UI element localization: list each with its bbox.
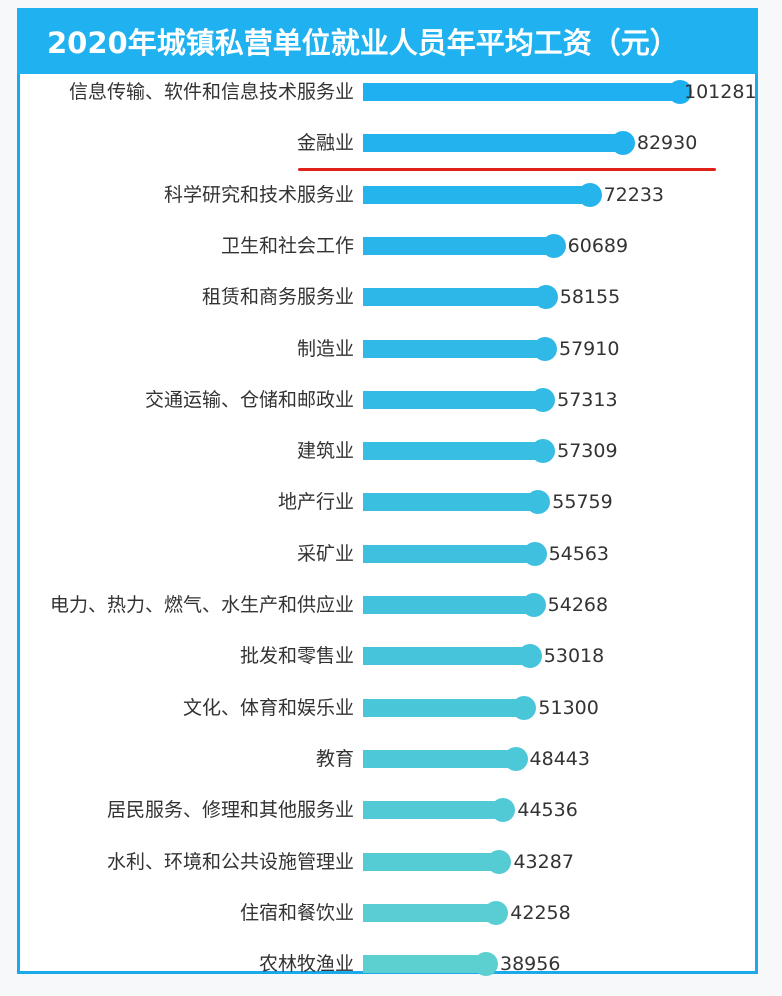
bar [363, 288, 546, 307]
bar-row: 卫生和社会工作 60689 [0, 231, 782, 261]
bar-end-dot [512, 695, 537, 720]
bar-end-dot [541, 233, 566, 258]
value-label: 57309 [557, 440, 618, 463]
bar-row: 采矿业 54563 [0, 539, 782, 569]
bar [363, 544, 535, 563]
bar-end-dot [487, 849, 512, 874]
value-label: 82930 [636, 132, 698, 155]
bar-row: 居民服务、修理和其他服务业 44536 [0, 795, 782, 825]
category-label: 居民服务、修理和其他服务业 [106, 799, 354, 822]
value-label: 55759 [552, 491, 613, 514]
value-label: 60689 [567, 234, 629, 257]
value-label: 57313 [557, 388, 618, 411]
bar-row: 批发和零售业 53018 [0, 641, 782, 671]
category-label: 批发和零售业 [239, 645, 354, 668]
bar-end-dot [533, 285, 558, 310]
bar [363, 647, 530, 666]
bar [363, 596, 534, 614]
bar-row: 文化、体育和娱乐业 51300 [0, 693, 782, 723]
bar [363, 442, 544, 461]
bar-row: 电力、热力、燃气、水生产和供应业 54268 [0, 590, 782, 620]
highlight-underline [298, 168, 716, 171]
value-label: 48443 [529, 747, 590, 770]
chart-title-text: 2020年城镇私营单位就业人员年平均工资（元） [47, 26, 679, 60]
bar [363, 749, 516, 768]
bar-end-dot [522, 541, 547, 566]
category-label: 电力、热力、燃气、水生产和供应业 [49, 594, 354, 616]
category-label: 交通运输、仓储和邮政业 [144, 388, 354, 411]
value-label: 101281 [684, 81, 757, 103]
category-label: 住宿和餐饮业 [239, 901, 354, 924]
chart-title: 2020年城镇私营单位就业人员年平均工资（元） [17, 8, 758, 74]
category-label: 水利、环境和公共设施管理业 [106, 850, 354, 873]
bar [363, 801, 504, 820]
value-label: 51300 [538, 696, 599, 719]
bar-end-dot [526, 490, 551, 515]
bar-row: 金融业 82930 [0, 128, 782, 158]
value-label: 58155 [559, 286, 621, 309]
bar-end-dot [531, 387, 556, 412]
bar [363, 83, 680, 101]
bar [363, 134, 623, 153]
bar [363, 236, 554, 255]
bar [363, 698, 525, 717]
bar-end-dot [484, 900, 509, 925]
bar-row: 制造业 57910 [0, 334, 782, 364]
category-label: 卫生和社会工作 [220, 234, 354, 257]
category-label: 农林牧渔业 [258, 953, 354, 976]
bar-row: 交通运输、仓储和邮政业 57313 [0, 385, 782, 415]
value-label: 57910 [558, 337, 620, 360]
bar-row: 信息传输、软件和信息技术服务业 101281 [0, 77, 782, 107]
category-label: 信息传输、软件和信息技术服务业 [68, 81, 354, 103]
bar-row: 地产行业 55759 [0, 487, 782, 517]
value-label: 42258 [510, 901, 571, 924]
bar [363, 903, 497, 922]
bar-end-dot [531, 439, 556, 464]
bar-row: 科学研究和技术服务业 72233 [0, 180, 782, 210]
value-label: 54563 [548, 542, 610, 565]
value-label: 53018 [543, 645, 605, 668]
bar-end-dot [521, 593, 546, 617]
bar-row: 住宿和餐饮业 42258 [0, 898, 782, 928]
category-label: 制造业 [296, 337, 354, 360]
bar-row: 农林牧渔业 38956 [0, 949, 782, 979]
bar-end-dot [532, 336, 557, 361]
bar-end-dot [577, 182, 602, 207]
bar-end-dot [668, 80, 692, 104]
bar [363, 493, 539, 512]
bar-end-dot [491, 798, 516, 823]
category-label: 科学研究和技术服务业 [163, 183, 354, 206]
bar-row: 租赁和商务服务业 58155 [0, 282, 782, 312]
category-label: 教育 [315, 747, 354, 770]
bar [363, 339, 545, 358]
value-label: 44536 [517, 799, 578, 822]
category-label: 租赁和商务服务业 [201, 286, 354, 309]
bar-end-dot [503, 746, 528, 771]
bar [363, 390, 544, 409]
category-label: 文化、体育和娱乐业 [182, 696, 354, 719]
bar [363, 955, 486, 974]
value-label: 72233 [603, 183, 665, 206]
value-label: 54268 [547, 594, 609, 616]
value-label: 38956 [500, 953, 561, 976]
category-label: 地产行业 [277, 491, 354, 514]
value-label: 43287 [513, 850, 574, 873]
bar-row: 水利、环境和公共设施管理业 43287 [0, 847, 782, 877]
bar-row: 教育 48443 [0, 744, 782, 774]
category-label: 建筑业 [296, 440, 354, 463]
bar-row: 建筑业 57309 [0, 436, 782, 466]
bar [363, 185, 590, 204]
category-label: 金融业 [296, 132, 354, 155]
bar-end-dot [517, 644, 542, 669]
category-label: 采矿业 [296, 542, 354, 565]
bar-end-dot [610, 131, 635, 156]
bar-end-dot [474, 952, 498, 977]
bar [363, 852, 500, 871]
